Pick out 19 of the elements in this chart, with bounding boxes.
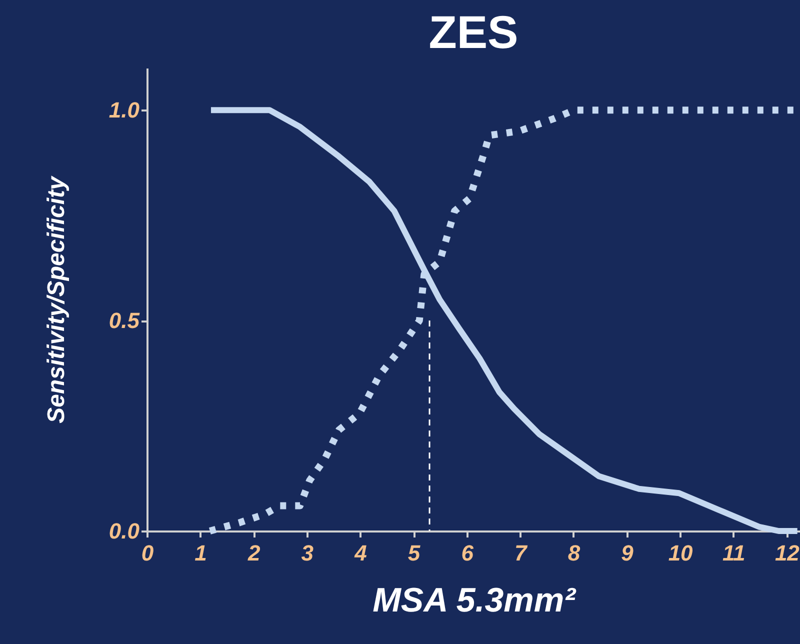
- x-tick-label: 9: [621, 540, 634, 566]
- y-axis-title: Sensitivity/Specificity: [42, 174, 70, 424]
- x-tick-label: 6: [461, 540, 474, 566]
- x-tick-label: 5: [408, 540, 421, 566]
- y-tick-label: 0.5: [108, 308, 140, 334]
- x-tick-label: 0: [141, 540, 154, 566]
- x-tick-label: 7: [514, 540, 529, 566]
- x-tick-label: 4: [354, 540, 367, 566]
- x-tick-label: 2: [246, 540, 261, 566]
- x-tick-label: 8: [568, 540, 581, 566]
- x-tick-label: 10: [668, 540, 694, 566]
- x-tick-label: 3: [301, 540, 314, 566]
- x-tick-label: 1: [194, 540, 207, 566]
- x-tick-label: 11: [722, 540, 746, 566]
- x-tick-label: 12: [774, 540, 800, 566]
- y-tick-label: 1.0: [108, 98, 140, 123]
- x-axis-title: MSA 5.3mm²: [372, 582, 578, 620]
- chart-title: ZES: [428, 6, 518, 58]
- y-tick-label: 0.0: [108, 518, 140, 544]
